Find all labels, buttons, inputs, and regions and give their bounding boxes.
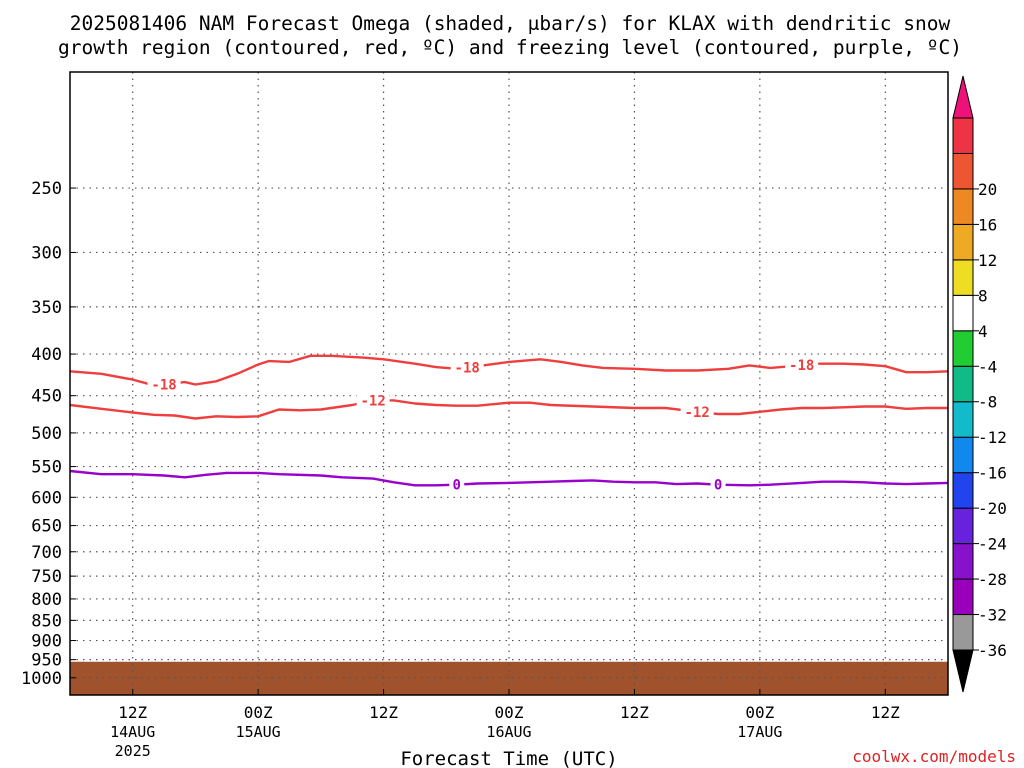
colorbar-label: 8 (978, 286, 988, 305)
contour-label: -18 (151, 377, 176, 393)
x-tick-label: 00Z (745, 703, 774, 722)
y-tick-label: 950 (31, 651, 62, 671)
colorbar-swatch (952, 401, 974, 438)
colorbar-label: -12 (978, 428, 1007, 447)
y-tick-label: 400 (31, 345, 62, 365)
contour--12: -12 -12 (69, 392, 948, 421)
x-tick-label: 12Z (118, 703, 147, 722)
contour-label: -18 (455, 361, 480, 377)
colorbar-label: -8 (978, 393, 997, 412)
colorbar-swatch (952, 223, 974, 261)
contour-label-bg (356, 392, 390, 409)
y-tick-label: 250 (31, 179, 62, 199)
contour-label-bg (147, 376, 181, 393)
colorbar-label: -28 (978, 570, 1007, 589)
colorbar-label: 20 (978, 180, 997, 199)
contour-label: -12 (684, 405, 709, 421)
y-tick-label: 800 (31, 590, 62, 610)
contour-label-bg (449, 476, 465, 493)
y-tick-label: 750 (31, 567, 62, 587)
plot-area: 2503003504004505005506006507007508008509… (21, 71, 949, 760)
y-tick-label: 900 (31, 632, 62, 652)
colorbar-high-arrow (952, 75, 974, 119)
contour-label: -12 (360, 393, 385, 409)
contour-line (69, 469, 949, 487)
x-axis-label: Forecast Time (UTC) (400, 748, 617, 768)
colorbar-label: -4 (978, 357, 997, 376)
plot-frame (69, 71, 949, 696)
y-tick-label: 300 (31, 243, 62, 263)
contour-label-bg (710, 476, 726, 493)
colorbar-low-arrow (952, 649, 974, 693)
colorbar-label: -20 (978, 499, 1007, 518)
y-tick-label: 550 (31, 458, 62, 478)
y-tick-label: 650 (31, 517, 62, 537)
y-tick-label: 600 (31, 488, 62, 508)
x-tick-label: 12Z (871, 703, 900, 722)
colorbar-swatch (952, 365, 974, 403)
credit-text: coolwx.com/models (852, 747, 1016, 766)
colorbar-swatch (952, 188, 974, 225)
colorbar-swatch (952, 259, 974, 296)
colorbar-swatch (952, 117, 974, 154)
contour-label-bg (680, 403, 714, 420)
y-tick-label: 500 (31, 424, 62, 444)
contour-line (69, 399, 948, 420)
colorbar-swatch (952, 543, 974, 580)
colorbar-label: 12 (978, 251, 997, 270)
colorbar-label: -16 (978, 464, 1007, 483)
x-tick-label: 00Z (495, 703, 524, 722)
x-tick-label: 12Z (369, 703, 398, 722)
contour--18: -18 -18 -18 (69, 354, 949, 393)
colorbar-swatch (952, 294, 974, 332)
colorbar-swatch (952, 507, 974, 545)
x-tick-date: 15AUG (236, 723, 281, 741)
colorbar-swatch (952, 472, 974, 509)
y-tick-label: 700 (31, 543, 62, 563)
colorbar-swatch (952, 578, 974, 616)
x-tick-label: 00Z (244, 703, 273, 722)
colorbar-label: 16 (978, 215, 997, 234)
chart-title-line2: growth region (contoured, red, ºC) and f… (58, 36, 962, 59)
y-tick-label: 1000 (21, 669, 62, 689)
contour-label: -18 (789, 358, 814, 374)
contour-label-bg (785, 356, 819, 373)
colorbar: -36 -32 -28 -24 -20 -16 -12 -8 -4 4 8 12 16 20 (952, 75, 1007, 693)
contour-label-bg (450, 359, 484, 376)
colorbar-swatch (952, 614, 974, 651)
y-tick-label: 850 (31, 611, 62, 631)
colorbar-label: -36 (978, 641, 1007, 660)
colorbar-swatch (952, 436, 974, 474)
x-tick-date: 14AUG (110, 723, 155, 741)
y-tick-label: 450 (31, 387, 62, 407)
colorbar-swatch (952, 330, 974, 367)
colorbar-label: -24 (978, 535, 1007, 554)
contour-label: 0 (453, 478, 461, 494)
colorbar-swatch (952, 152, 974, 190)
contour-label: 0 (714, 478, 722, 494)
x-tick-date: 16AUG (486, 723, 531, 741)
x-tick-year: 2025 (115, 742, 151, 760)
x-tick-date: 17AUG (737, 723, 782, 741)
y-tick-label: 350 (31, 298, 62, 318)
chart-title-line1: 2025081406 NAM Forecast Omega (shaded, μ… (70, 12, 951, 35)
colorbar-label: 4 (978, 322, 988, 341)
colorbar-label: -32 (978, 606, 1007, 625)
x-tick-label: 12Z (620, 703, 649, 722)
